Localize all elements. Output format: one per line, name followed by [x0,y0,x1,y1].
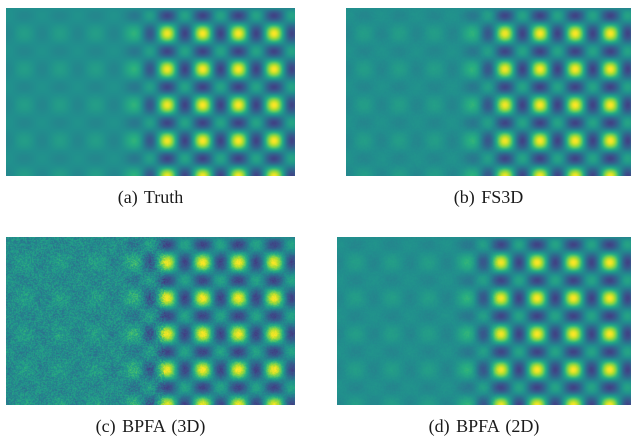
panel-truth-image [6,8,295,176]
caption-bpfa-2d: (d) BPFA (2D) [428,416,540,436]
panel-bpfa-3d-image [6,237,295,405]
caption-truth: (a) Truth [117,187,184,207]
bpfa-2d-heatmap [337,237,631,405]
fs3d-heatmap [346,8,631,176]
panel-fs3d-image [346,8,631,176]
caption-fs3d: (b) FS3D [453,187,524,207]
bpfa-3d-heatmap [6,237,295,405]
panel-bpfa-2d-image [337,237,631,405]
caption-bpfa-3d: (c) BPFA (3D) [95,416,206,436]
truth-heatmap [6,8,295,176]
